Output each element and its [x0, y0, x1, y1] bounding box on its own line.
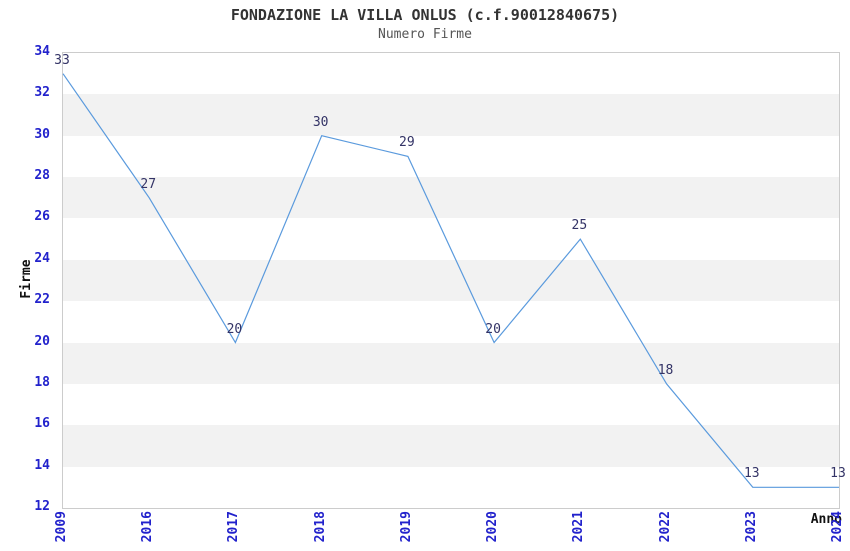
grid-band [63, 259, 839, 302]
data-point-label: 20 [485, 321, 501, 337]
x-tick-label: 2024 [830, 511, 845, 543]
x-tick-label: 2018 [312, 511, 328, 543]
x-tick-label: 2022 [657, 511, 673, 543]
data-point-label: 20 [226, 321, 243, 337]
y-tick-label: 30 [34, 126, 50, 142]
x-axis-label: Anno [810, 512, 842, 527]
y-tick-label: 34 [34, 44, 50, 59]
x-tick-label: 2021 [571, 511, 587, 543]
series-line [62, 73, 839, 488]
data-point-label: 13 [743, 466, 760, 482]
y-tick-label: 18 [34, 374, 50, 390]
data-point-label: 27 [140, 176, 157, 192]
data-point-label: 29 [399, 135, 415, 151]
data-point-label: 18 [657, 362, 674, 378]
y-tick-label: 26 [34, 209, 50, 225]
y-tick-label: 28 [34, 168, 50, 184]
data-point-label: 13 [830, 466, 846, 482]
plot-area [62, 52, 840, 509]
x-tick-label: 2019 [398, 511, 414, 543]
y-tick-label: 20 [34, 333, 50, 349]
grid-band [63, 94, 839, 136]
y-tick-label: 16 [34, 416, 50, 432]
chart-subtitle: Numero Firme [378, 27, 472, 42]
y-tick-label: 12 [34, 499, 50, 514]
y-tick-label: 32 [34, 85, 50, 101]
y-tick-label: 24 [34, 250, 50, 266]
chart-title: FONDAZIONE LA VILLA ONLUS (c.f.900128406… [230, 6, 620, 24]
data-point-label: 30 [312, 114, 329, 130]
data-point-label: 25 [571, 218, 588, 234]
y-tick-label: 22 [34, 292, 50, 308]
x-tick-label: 2020 [485, 511, 501, 543]
grid-band [63, 177, 839, 219]
grid-band [63, 425, 839, 467]
x-tick-label: 2016 [140, 511, 156, 543]
data-point-label: 33 [54, 52, 70, 68]
grid-band [63, 342, 839, 384]
x-tick-label: 2023 [743, 511, 759, 543]
x-tick-label: 2009 [54, 511, 69, 543]
y-tick-label: 14 [34, 457, 50, 473]
x-tick-label: 2017 [226, 511, 242, 543]
